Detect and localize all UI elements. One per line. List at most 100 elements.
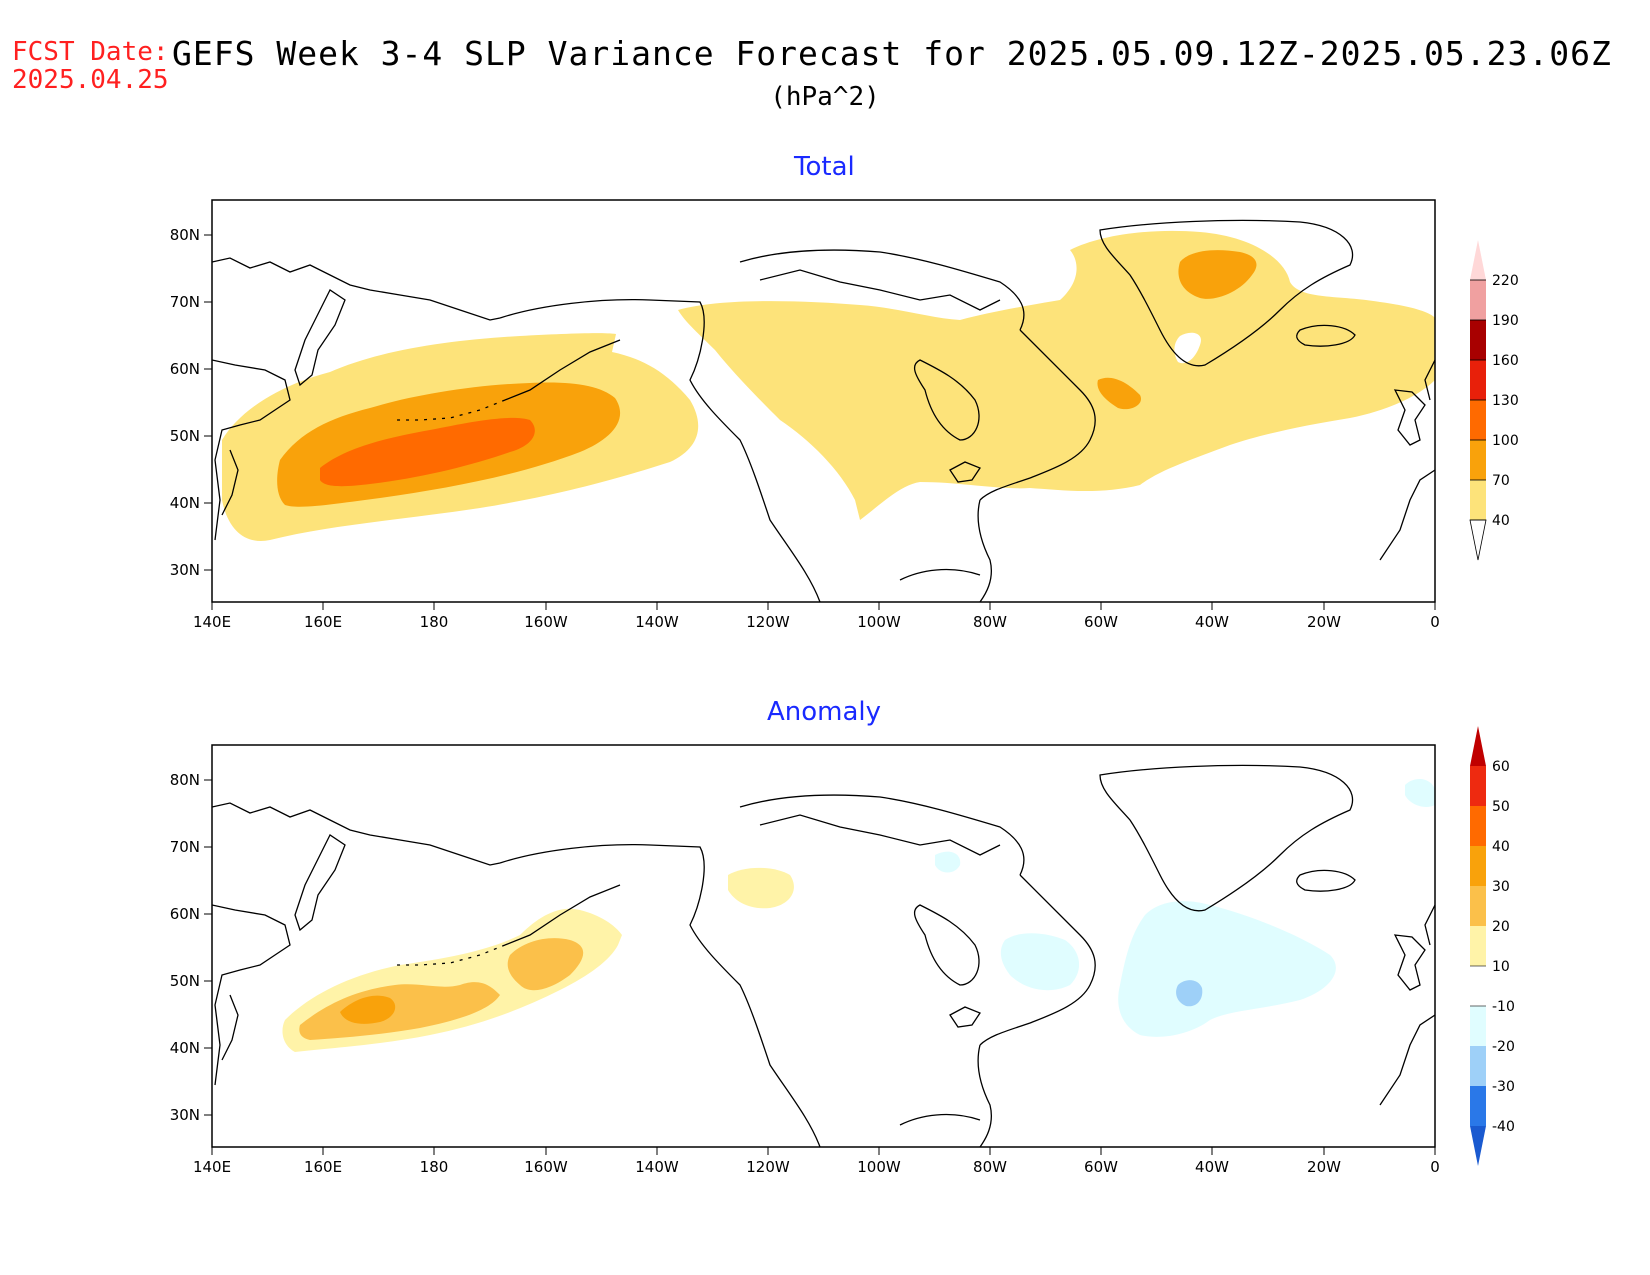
colorbar-swatch [1470, 320, 1486, 360]
coast-asia-shore [212, 904, 291, 1086]
main-title: GEFS Week 3-4 SLP Variance Forecast for … [172, 34, 1612, 73]
lon-tick-label: 0 [1430, 1158, 1440, 1176]
coast-alaska [499, 844, 821, 1147]
colorbar-swatch [1470, 280, 1486, 320]
colorbar-label: 20 [1492, 919, 1510, 935]
lon-tick-label: 100W [857, 1158, 901, 1176]
lat-tick-label: 50N [170, 972, 200, 990]
lat-tick-label: 60N [170, 905, 200, 923]
colorbar-bottom-arrow [1470, 1126, 1486, 1166]
coast-labrador [979, 329, 1096, 501]
lon-tick-label: 180 [420, 613, 449, 631]
lon-tick-label: 160W [524, 613, 568, 631]
coast-canada-arctic [739, 249, 1025, 331]
colorbar-swatch [1470, 846, 1486, 886]
coast-europe [1379, 359, 1435, 561]
total-shade-pacific-100 [320, 417, 535, 487]
coast-great-lakes [949, 461, 981, 483]
coast-us-east [977, 1044, 992, 1147]
anomaly-shade-atlantic-m20 [1176, 980, 1203, 1007]
coast-kamchatka [294, 289, 346, 387]
colorbar-swatch [1470, 806, 1486, 846]
lat-tick-label: 80N [170, 771, 200, 789]
anomaly-shade-canada-10 [728, 867, 794, 909]
coast-greenland [1099, 219, 1354, 367]
anomaly-shading [282, 778, 1435, 1052]
lon-tick-label: 80W [973, 1158, 1007, 1176]
coast-hudson-bay [913, 904, 980, 986]
coast-asia-east [212, 257, 501, 321]
lon-tick-label: 40W [1195, 1158, 1229, 1176]
coast-canada-arctic [739, 794, 1025, 876]
colorbar-label: -40 [1492, 1119, 1515, 1135]
anomaly-shade-east-m10 [1405, 778, 1435, 807]
coast-british-isles [1393, 934, 1426, 991]
forecast-date-value: 2025.04.25 [12, 65, 169, 95]
coast-asia-shore [212, 359, 291, 541]
lon-tick-label: 100W [857, 613, 901, 631]
coast-british-isles [1393, 389, 1426, 446]
lon-tick-label: 140E [193, 1158, 231, 1176]
lon-tick-label: 40W [1195, 613, 1229, 631]
colorbar-swatch [1470, 966, 1486, 1006]
colorbar-top-arrow [1470, 726, 1486, 766]
lon-tick-label: 140W [635, 613, 679, 631]
colorbar-swatch [1470, 360, 1486, 400]
colorbar-label: 190 [1492, 313, 1519, 329]
colorbar-label: 100 [1492, 433, 1519, 449]
coast-gulf [899, 1113, 981, 1126]
anomaly-lat-axis: 80N 70N 60N 50N 40N 30N [170, 771, 212, 1124]
colorbar-label: 30 [1492, 879, 1510, 895]
colorbar-total: 40 70 100 130 160 190 220 [1469, 240, 1519, 561]
units-label: (hPa^2) [770, 82, 880, 112]
coast-japan [221, 994, 239, 1061]
total-lon-axis: 140E 160E 180 160W 140W 120W 100W 80W 60… [193, 602, 1440, 631]
coast-alaska-peninsula [504, 339, 621, 401]
lat-tick-label: 40N [170, 1039, 200, 1057]
colorbar-label: 130 [1492, 393, 1519, 409]
coast-kamchatka [294, 834, 346, 932]
anomaly-coastlines [212, 764, 1435, 1147]
colorbar-label: 40 [1492, 513, 1510, 529]
colorbar-label: 220 [1492, 273, 1519, 289]
total-coastlines [212, 219, 1435, 602]
map-panel-anomaly: 80N 70N 60N 50N 40N 30N 140E 160E [170, 726, 1515, 1176]
lat-tick-label: 80N [170, 226, 200, 244]
lat-tick-label: 30N [170, 561, 200, 579]
lon-tick-label: 20W [1307, 613, 1341, 631]
anomaly-frame [211, 744, 1436, 1148]
map-panel-total: 80N 70N 60N 50N 40N 30N 140E 160E [170, 199, 1519, 631]
colorbar-label: 70 [1492, 473, 1510, 489]
coast-us-east [977, 499, 992, 602]
colorbar-swatch [1470, 480, 1486, 520]
lon-tick-label: 60W [1084, 613, 1118, 631]
anomaly-shade-pacific-20 [299, 982, 500, 1040]
anomaly-shade-hudson-m10 [1000, 933, 1080, 991]
lon-tick-label: 120W [746, 613, 790, 631]
colorbar-bottom-arrow [1469, 519, 1487, 561]
colorbar-swatch [1470, 766, 1486, 806]
lat-tick-label: 70N [170, 293, 200, 311]
anomaly-shade-pacific-30 [340, 995, 396, 1024]
coast-iceland [1296, 324, 1356, 347]
forecast-date-block: FCST Date: 2025.04.25 [12, 38, 169, 94]
total-lat-axis: 80N 70N 60N 50N 40N 30N [170, 226, 212, 579]
lon-tick-label: 160E [304, 613, 342, 631]
total-shade-namerica-40 [678, 230, 1435, 520]
forecast-date-label: FCST Date: [12, 37, 169, 67]
colorbar-anomaly: 60 50 40 30 20 10 -10 -20 -30 -40 [1470, 726, 1515, 1166]
total-shading [222, 230, 1435, 541]
coast-arctic-islands [759, 814, 1001, 856]
coast-iceland [1296, 869, 1356, 892]
lon-tick-label: 140E [193, 613, 231, 631]
colorbar-swatch [1470, 1046, 1486, 1086]
colorbar-label: -10 [1492, 999, 1515, 1015]
coast-hudson-bay [913, 359, 980, 441]
lon-tick-label: 120W [746, 1158, 790, 1176]
lon-tick-label: 0 [1430, 613, 1440, 631]
colorbar-swatch [1470, 1086, 1486, 1126]
panel-title-anomaly: Anomaly [767, 697, 882, 727]
coast-europe [1379, 904, 1435, 1106]
lat-tick-label: 30N [170, 1106, 200, 1124]
total-shade-greenland-70 [1178, 250, 1257, 299]
